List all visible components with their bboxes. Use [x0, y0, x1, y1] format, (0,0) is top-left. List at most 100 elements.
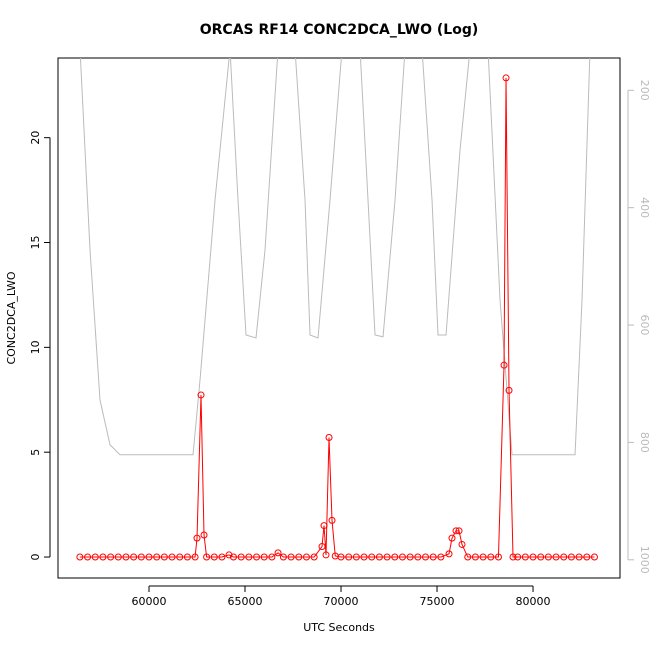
plot-frame	[57, 57, 621, 579]
point	[295, 553, 303, 561]
point	[368, 553, 376, 561]
point	[544, 553, 552, 561]
point	[200, 531, 208, 539]
y-tick-label: 15	[29, 236, 42, 250]
point	[197, 391, 205, 399]
point	[421, 553, 429, 561]
point	[575, 553, 583, 561]
point	[253, 553, 261, 561]
point	[590, 553, 598, 561]
point	[529, 553, 537, 561]
x-tick-label: 65000	[228, 595, 263, 608]
point	[521, 553, 529, 561]
point	[345, 553, 353, 561]
chart-title: ORCAS RF14 CONC2DCA_LWO (Log)	[200, 22, 479, 38]
point	[337, 553, 345, 561]
point	[210, 553, 218, 561]
x-tick-label: 60000	[132, 595, 167, 608]
point	[360, 553, 368, 561]
point	[509, 553, 517, 561]
point	[320, 522, 328, 530]
point	[268, 553, 276, 561]
point	[479, 553, 487, 561]
point	[160, 553, 168, 561]
point	[500, 361, 508, 369]
x-tick-label: 80000	[516, 595, 551, 608]
plot-area	[76, 58, 598, 561]
point	[514, 553, 522, 561]
point	[464, 553, 472, 561]
point	[287, 553, 295, 561]
point	[391, 553, 399, 561]
point	[99, 553, 107, 561]
point	[455, 527, 463, 535]
point	[279, 553, 287, 561]
x-tick-label: 75000	[420, 595, 455, 608]
y-tick-label: 5	[29, 449, 42, 456]
point	[191, 553, 199, 561]
point	[84, 553, 92, 561]
point	[203, 553, 211, 561]
point	[325, 434, 333, 442]
point	[137, 553, 145, 561]
point	[452, 527, 460, 535]
x-tick-label: 70000	[324, 595, 359, 608]
point	[448, 534, 456, 542]
point	[318, 543, 326, 551]
y-tick-label: 0	[29, 554, 42, 561]
y-tick-label: 20	[29, 131, 42, 145]
point	[176, 553, 184, 561]
point	[310, 553, 318, 561]
point	[107, 553, 115, 561]
y-tick-label: 10	[29, 340, 42, 354]
point	[218, 553, 226, 561]
point	[260, 553, 268, 561]
point	[445, 550, 453, 558]
point	[560, 553, 568, 561]
point	[502, 74, 510, 82]
point	[487, 553, 495, 561]
series-line	[79, 58, 591, 456]
point	[383, 553, 391, 561]
point	[414, 553, 422, 561]
point	[505, 386, 513, 394]
point	[537, 553, 545, 561]
point	[183, 553, 191, 561]
point	[245, 553, 253, 561]
y2-tick-label: 200	[638, 80, 650, 101]
point	[237, 553, 245, 561]
point	[406, 553, 414, 561]
point	[471, 553, 479, 561]
point	[122, 553, 130, 561]
series-line	[79, 77, 595, 558]
point	[437, 553, 445, 561]
point	[229, 553, 237, 561]
point	[168, 553, 176, 561]
point	[352, 553, 360, 561]
point	[429, 553, 437, 561]
y2-tick-label: 1000	[638, 546, 650, 574]
point	[302, 553, 310, 561]
point	[153, 553, 161, 561]
point	[130, 553, 138, 561]
point	[567, 553, 575, 561]
y2-tick-label: 600	[638, 315, 650, 336]
point	[375, 553, 383, 561]
y2-tick-label: 800	[638, 432, 650, 453]
point	[225, 551, 233, 559]
point	[494, 553, 502, 561]
y2-tick-label: 400	[638, 197, 650, 218]
point	[328, 516, 336, 524]
point	[322, 551, 330, 559]
point	[274, 549, 282, 557]
point	[552, 553, 560, 561]
x-axis-label: UTC Seconds	[303, 621, 375, 634]
point	[76, 553, 84, 561]
point	[91, 553, 99, 561]
point	[145, 553, 153, 561]
point	[583, 553, 591, 561]
point	[458, 540, 466, 548]
point	[114, 553, 122, 561]
point	[398, 553, 406, 561]
